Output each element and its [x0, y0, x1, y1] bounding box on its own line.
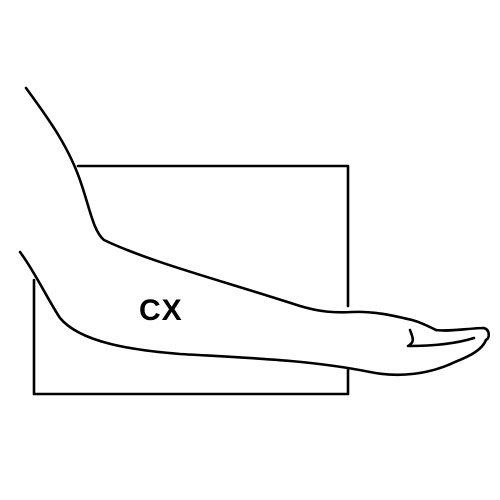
region-label-cx: CX: [139, 294, 183, 327]
hand-finger-crease: [406, 328, 476, 348]
panel-outline-top: [76, 164, 350, 308]
panel-outline-bottom: [32, 278, 350, 396]
arm-lower-contour: [18, 250, 488, 377]
hand-thumb-contour: [434, 326, 491, 342]
arm-upper-contour: [24, 86, 438, 332]
